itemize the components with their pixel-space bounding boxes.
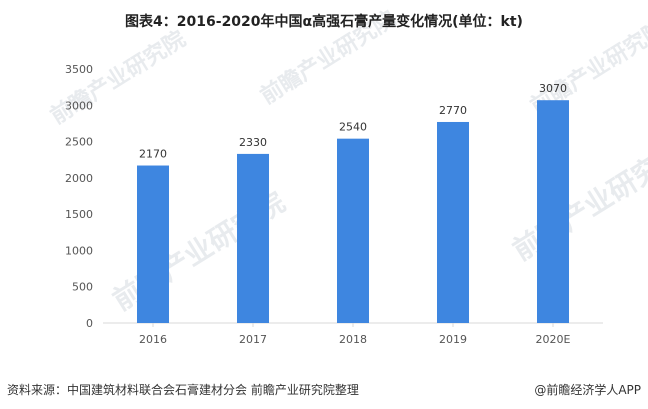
y-tick-label: 2000	[65, 172, 93, 185]
bar	[337, 138, 369, 323]
data-label: 2170	[139, 148, 167, 161]
data-label: 3070	[539, 82, 567, 95]
x-tick-label: 2017	[239, 333, 267, 346]
y-tick-label: 2500	[65, 136, 93, 149]
x-tick-label: 2019	[439, 333, 467, 346]
data-label: 2540	[339, 121, 367, 134]
bar	[537, 100, 569, 323]
y-tick-label: 3500	[65, 63, 93, 76]
y-tick-label: 500	[72, 281, 93, 294]
brand-note: @前瞻经济学人APP	[534, 383, 641, 397]
bar	[137, 165, 169, 323]
y-tick-label: 3000	[65, 99, 93, 112]
data-label: 2770	[439, 104, 467, 117]
chart-title: 图表4：2016-2020年中国α高强石膏产量变化情况(单位：kt)	[125, 14, 523, 30]
bar	[437, 121, 469, 323]
y-tick-label: 1000	[65, 244, 93, 257]
x-tick-label: 2018	[339, 333, 367, 346]
source-note: 资料来源：中国建筑材料联合会石膏建材分会 前瞻产业研究院整理	[7, 383, 359, 397]
data-label: 2330	[239, 136, 267, 149]
x-tick-label: 2020E	[536, 333, 571, 346]
bar	[237, 153, 269, 323]
y-tick-label: 0	[86, 317, 93, 330]
y-tick-label: 1500	[65, 208, 93, 221]
x-tick-label: 2016	[139, 333, 167, 346]
